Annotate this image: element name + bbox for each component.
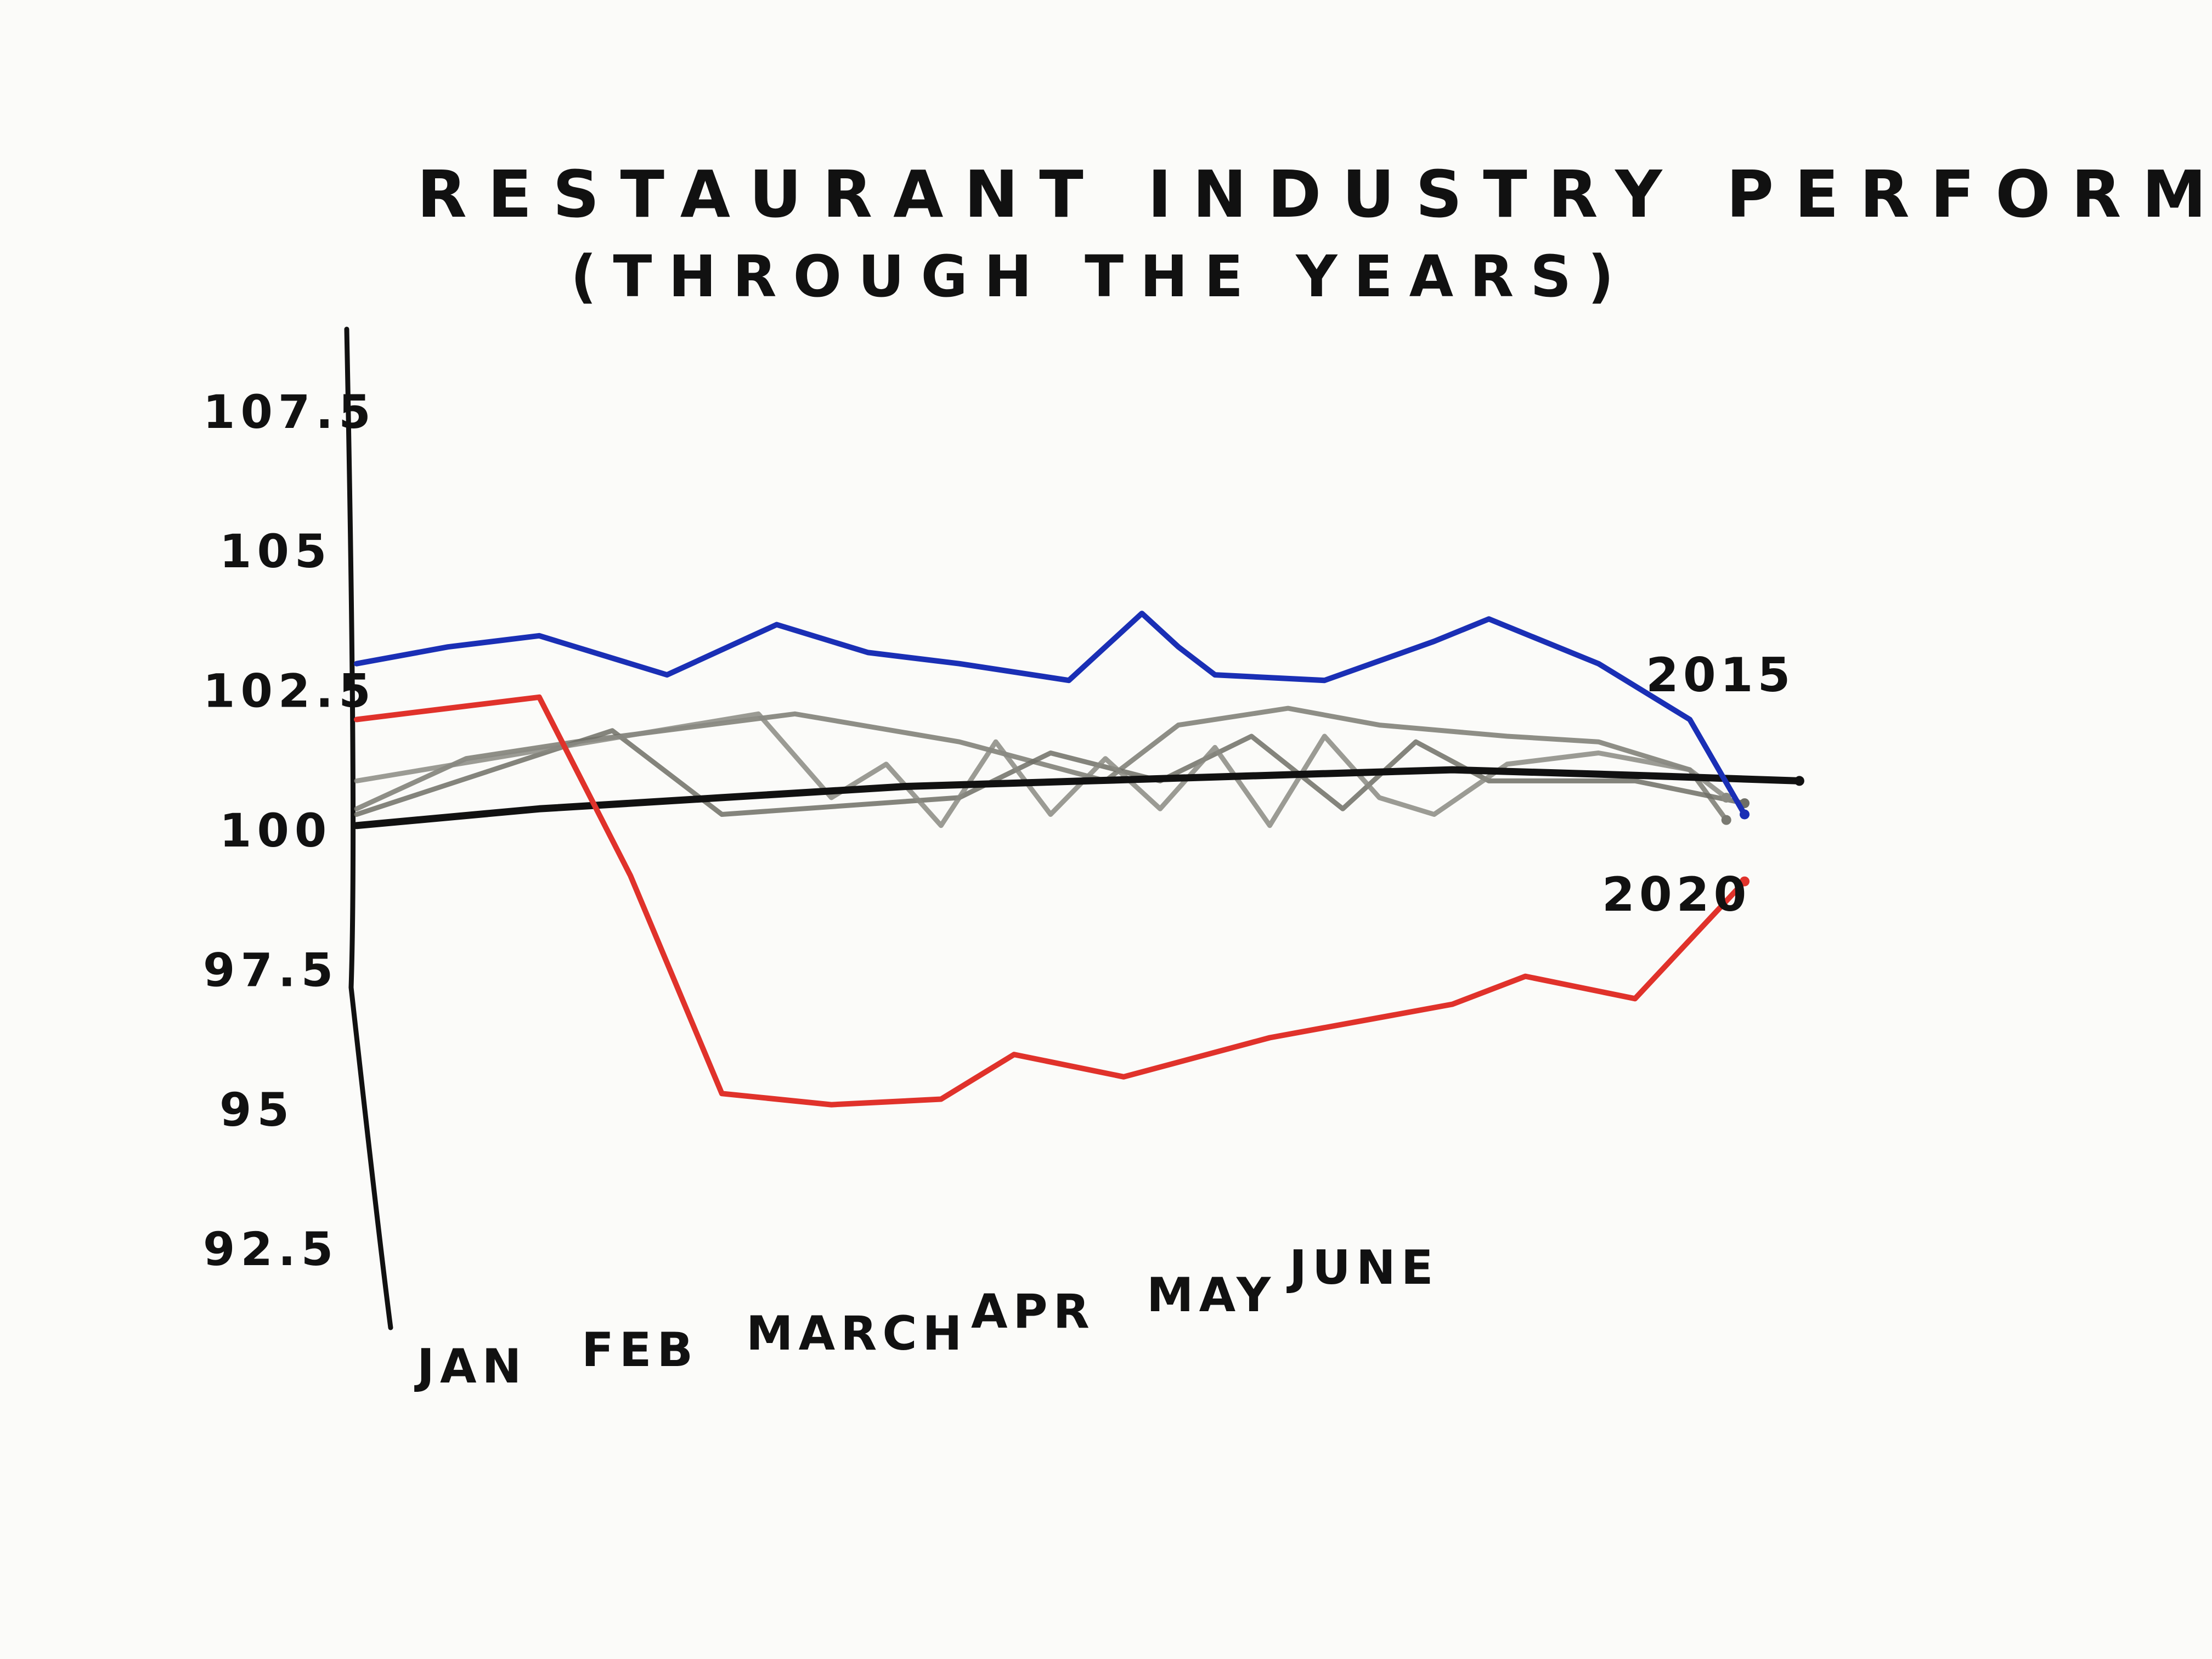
y-tick-label: 95: [219, 1083, 295, 1137]
chart-title: RESTAURANT INDUSTRY PERFORMANCE INDEX: [417, 156, 2212, 232]
y-axis-line: [344, 326, 393, 1330]
y-tick-label: 97.5: [203, 943, 338, 997]
x-tick-label: JAN: [414, 1339, 527, 1394]
x-tick-label: FEB: [582, 1323, 698, 1378]
series-end-point: [1721, 792, 1731, 803]
series-line-unlabeled-2: [353, 766, 1803, 830]
x-tick-label: APR: [971, 1284, 1095, 1339]
x-tick-labels: JAN FEB MARCH APR MAY JUNE: [414, 1240, 1439, 1394]
series-end-point: [1740, 809, 1750, 820]
chart-subtitle: (THROUGH THE YEARS): [571, 243, 1630, 310]
y-tick-labels: 107.5 105 102.5 100 97.5 95 92.5: [203, 385, 376, 1276]
y-tick-label: 92.5: [203, 1222, 338, 1276]
y-tick-label: 107.5: [203, 385, 376, 439]
series-line-2015: [354, 611, 1747, 817]
series-lines: [353, 611, 1804, 1108]
y-tick-label: 102.5: [203, 664, 376, 718]
series-label-2015: 2015: [1646, 648, 1795, 703]
series-end-point: [1740, 876, 1750, 887]
y-tick-label: 100: [219, 804, 332, 857]
series-line-2020: [354, 694, 1747, 1108]
y-tick-label: 105: [219, 524, 332, 578]
series-label-2020: 2020: [1602, 867, 1751, 922]
x-tick-label: MAY: [1147, 1268, 1276, 1323]
x-tick-label: JUNE: [1286, 1240, 1439, 1295]
series-end-point: [1721, 815, 1731, 825]
series-end-point: [1794, 776, 1804, 786]
series-labels: 2015 2020: [1602, 648, 1795, 922]
x-tick-label: MARCH: [746, 1306, 967, 1361]
